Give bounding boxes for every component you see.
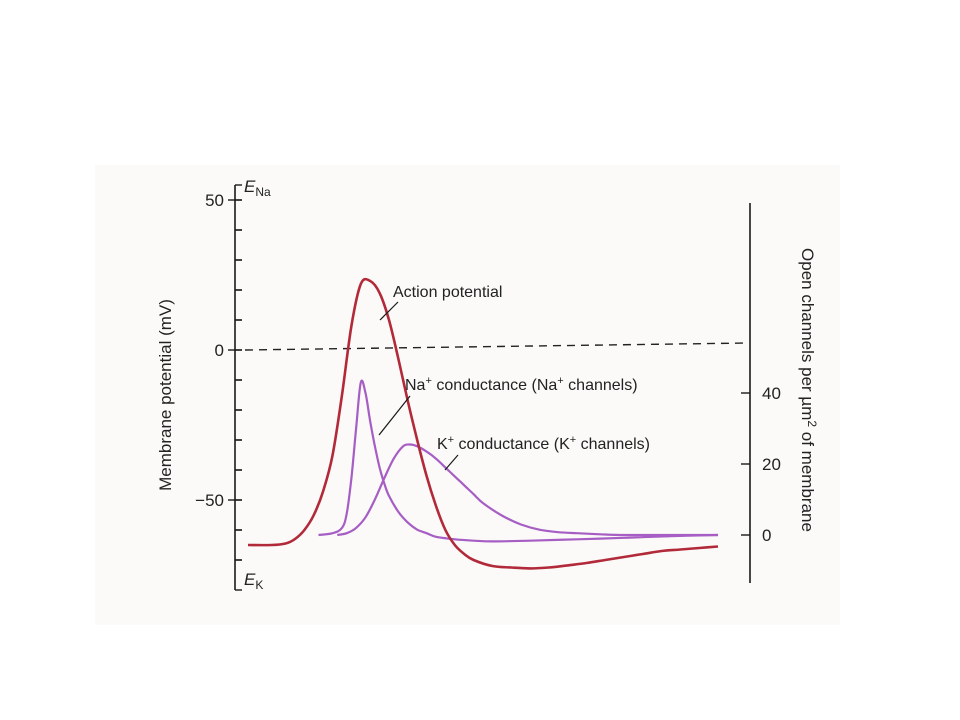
right-axis-ticks: 40 20 0: [741, 384, 781, 545]
k-label-part3: channels): [576, 436, 650, 453]
right-axis: 40 20 0 Open channels per µm2 of membrane: [741, 203, 819, 583]
figure-background: [95, 165, 840, 625]
left-tick-label: −50: [195, 491, 224, 510]
k-label-part: K: [437, 436, 448, 453]
e-k-label: EK: [244, 570, 263, 592]
right-axis-title-sup: 2: [805, 420, 819, 427]
e-k-main: E: [244, 570, 256, 589]
left-tick-label: 0: [215, 341, 224, 360]
e-k-sub: K: [255, 578, 263, 592]
right-axis-title: Open channels per µm2 of membrane: [798, 248, 819, 532]
left-axis-minor-ticks: [235, 199, 242, 561]
left-axis-title: Membrane potential (mV): [156, 299, 175, 491]
action-potential-curve: [247, 277, 719, 570]
na-label-sup2: +: [557, 375, 563, 387]
right-tick-label: 20: [762, 455, 781, 474]
right-axis-title-main: Open channels per µm: [798, 248, 817, 420]
e-na-label: ENa: [244, 177, 271, 199]
action-potential-label: Action potential: [393, 284, 502, 301]
k-conductance-label: K+ conductance (K+ channels): [437, 434, 650, 453]
k-conductance-curve: [337, 443, 718, 537]
k-label-sup2: +: [570, 434, 576, 446]
right-tick-label: 40: [762, 384, 781, 403]
na-label-part: Na: [405, 377, 426, 394]
k-label-sup: +: [448, 434, 454, 446]
right-tick-label: 0: [762, 526, 771, 545]
e-na-main: E: [244, 177, 256, 196]
na-label-part3: channels): [564, 377, 638, 394]
left-axis: 500−50 Membrane potential (mV) ENa EK: [156, 177, 271, 592]
left-tick-label: 50: [205, 191, 224, 210]
right-axis-title-end: of membrane: [798, 427, 817, 532]
k-label-part2: conductance (K: [454, 436, 570, 453]
action-potential-leader: [379, 301, 399, 321]
e-na-sub: Na: [255, 185, 271, 199]
k-conductance-leader: [444, 454, 459, 471]
na-label-part2: conductance (Na: [432, 377, 558, 394]
left-axis-major-ticks: 50 0 −50: [195, 184, 242, 591]
na-label-sup: +: [425, 375, 431, 387]
na-conductance-label: Na+ conductance (Na+ channels): [405, 375, 638, 394]
annotations: Action potential Na+ conductance (Na+ ch…: [378, 284, 650, 471]
na-conductance-curve: [318, 379, 719, 543]
series-layer: [247, 277, 719, 570]
na-conductance-leader: [378, 395, 411, 436]
